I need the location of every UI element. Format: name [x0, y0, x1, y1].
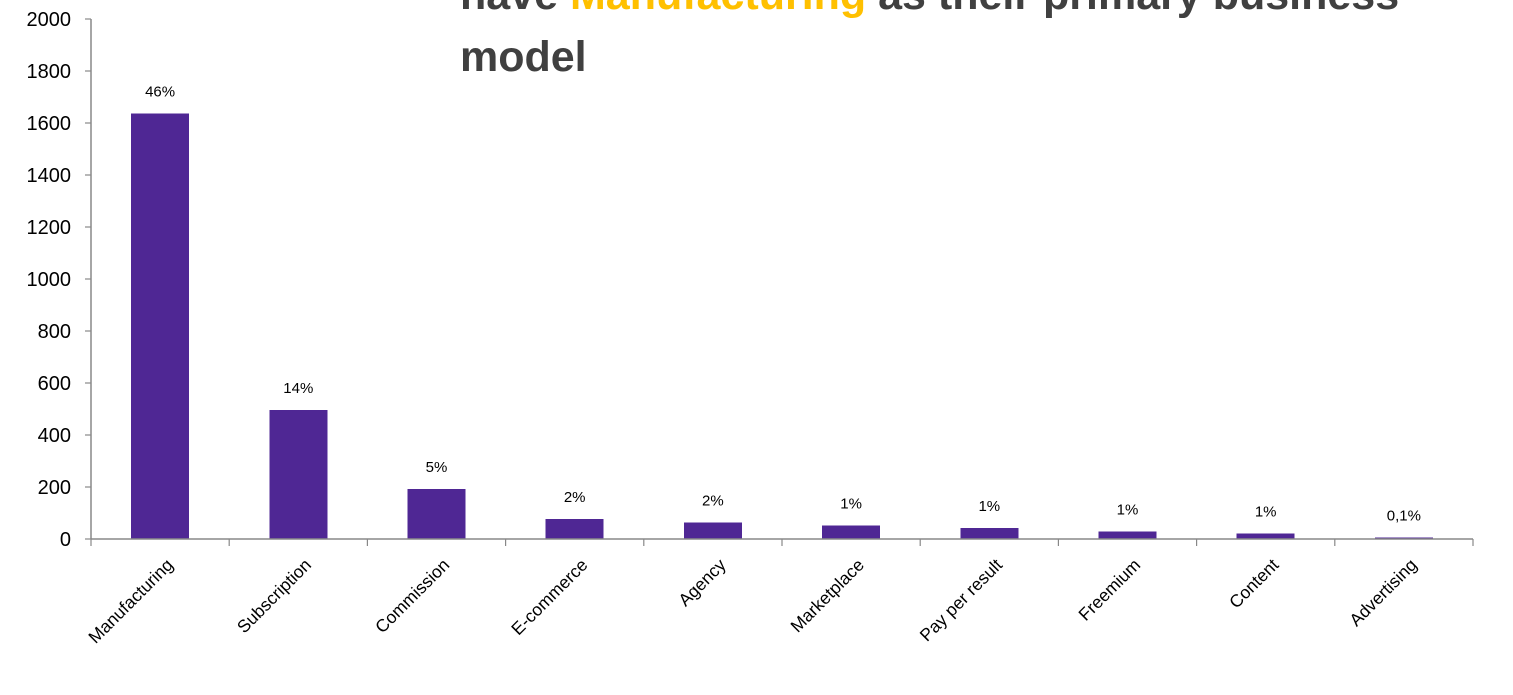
y-tick-label: 200 — [38, 477, 71, 499]
y-tick-label: 600 — [38, 373, 71, 395]
data-labels: 46% 14% 5% 2% 2% 1% 1% 1% 1% 0,1% — [145, 83, 1421, 524]
y-tick-label: 2000 — [27, 9, 72, 31]
data-label: 5% — [426, 459, 448, 476]
x-tick-label: Agency — [674, 555, 730, 611]
data-label: 2% — [564, 489, 586, 506]
x-axis: Manufacturing Subscription Commission E-com… — [84, 538, 1474, 648]
bar-agency — [683, 522, 742, 539]
bar-e-commerce — [545, 518, 604, 539]
bar-freemium — [1098, 531, 1157, 539]
title-suffix: as their primary business model — [460, 0, 1399, 81]
bar-marketplace — [822, 525, 881, 539]
bars — [131, 113, 1433, 539]
data-label: 1% — [1117, 501, 1139, 518]
bar-advertising — [1374, 537, 1433, 539]
y-tick-label: 0 — [60, 529, 71, 551]
y-tick-label: 1000 — [27, 269, 72, 291]
bar-content — [1236, 533, 1295, 539]
x-tick-label: Manufacturing — [84, 555, 177, 648]
bar-pay-per-result — [960, 528, 1019, 539]
data-label: 0,1% — [1387, 507, 1421, 524]
chart-title: have Manufacturing as their primary busi… — [460, 0, 1460, 88]
x-tick-label: Marketplace — [786, 555, 868, 637]
title-highlight: Manufacturing — [570, 0, 866, 19]
y-tick-label: 1200 — [27, 217, 72, 239]
y-tick-label: 1400 — [27, 165, 72, 187]
x-tick-label: Subscription — [233, 555, 315, 637]
data-label: 1% — [978, 498, 1000, 515]
bar-subscription — [269, 409, 328, 539]
bar-manufacturing — [131, 113, 190, 539]
data-label: 14% — [283, 380, 313, 397]
y-tick-label: 1800 — [27, 61, 72, 83]
data-label: 46% — [145, 83, 175, 100]
y-tick-label: 1600 — [27, 113, 72, 135]
x-tick-label: Commission — [371, 555, 453, 637]
x-tick-label: Content — [1225, 555, 1283, 613]
x-tick-label: E-commerce — [507, 555, 591, 639]
data-label: 1% — [1255, 503, 1277, 520]
title-prefix: have — [460, 0, 570, 19]
y-axis: 0 200 400 600 800 1000 1200 1400 1600 1800 2000 — [27, 9, 92, 551]
x-tick-label: Pay per result — [916, 555, 1007, 646]
data-label: 1% — [840, 496, 862, 513]
data-label: 2% — [702, 493, 724, 510]
y-tick-label: 400 — [38, 425, 71, 447]
y-tick-label: 800 — [38, 321, 71, 343]
bar-commission — [407, 488, 466, 539]
x-tick-label: Advertising — [1345, 555, 1420, 630]
x-tick-label: Freemium — [1074, 555, 1144, 625]
